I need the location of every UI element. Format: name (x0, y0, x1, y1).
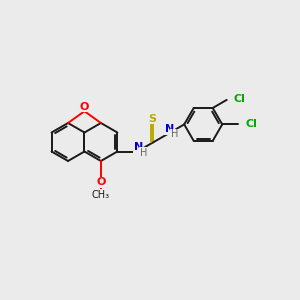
Text: N: N (165, 124, 174, 134)
Text: Cl: Cl (245, 119, 257, 129)
Text: H: H (171, 129, 178, 140)
Text: H: H (140, 148, 147, 158)
Text: O: O (80, 102, 89, 112)
Text: N: N (134, 142, 143, 152)
Text: CH₃: CH₃ (92, 190, 110, 200)
Text: S: S (148, 114, 156, 124)
Text: Cl: Cl (234, 94, 246, 104)
Text: O: O (96, 177, 106, 187)
